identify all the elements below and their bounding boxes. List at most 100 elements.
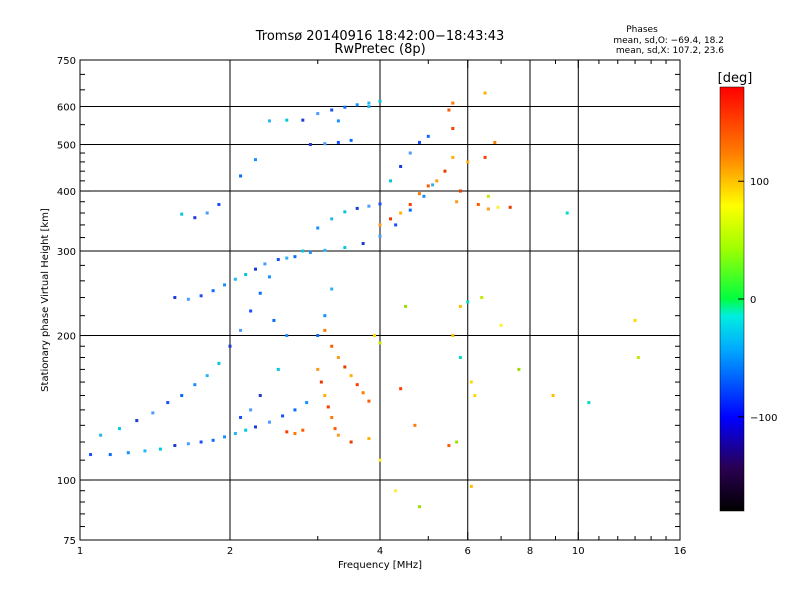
data-point: [431, 183, 435, 187]
data-point: [330, 344, 334, 348]
data-point: [378, 99, 382, 103]
data-point: [193, 383, 197, 387]
data-point: [326, 405, 330, 409]
data-point: [403, 304, 407, 308]
data-point: [301, 118, 305, 122]
data-point: [293, 255, 297, 259]
phase-stats-header: Phases: [626, 25, 658, 35]
data-point: [336, 433, 340, 437]
data-point: [308, 143, 312, 147]
data-point: [413, 423, 417, 427]
data-point: [285, 430, 289, 434]
data-point: [426, 134, 430, 138]
data-point: [186, 297, 190, 301]
y-axis-label: Stationary phase Virtual Height [km]: [40, 208, 51, 392]
data-point: [587, 401, 591, 405]
data-point: [483, 155, 487, 159]
data-point: [205, 374, 209, 378]
data-point: [330, 415, 334, 419]
data-point: [378, 202, 382, 206]
data-point: [173, 444, 177, 448]
x-tick-label: 2: [227, 546, 233, 557]
data-point: [458, 355, 462, 359]
y-tick-label: 200: [57, 332, 76, 343]
data-point: [355, 206, 359, 210]
data-point: [343, 365, 347, 369]
data-point: [343, 210, 347, 214]
data-point: [367, 101, 371, 105]
data-point: [330, 217, 334, 221]
data-point: [316, 112, 320, 116]
data-point: [267, 420, 271, 424]
data-point: [517, 367, 521, 371]
data-point: [367, 399, 371, 403]
data-point: [451, 126, 455, 130]
data-point: [117, 427, 121, 431]
x-tick-label: 10: [572, 546, 585, 557]
colorbar-ticks: 100 0 −100: [738, 177, 777, 424]
x-axis-label: Frequency [MHz]: [338, 560, 422, 571]
data-point: [316, 226, 320, 230]
y-tick-label: 500: [57, 141, 76, 152]
data-point: [447, 108, 451, 112]
data-point: [89, 453, 93, 457]
data-point: [361, 391, 365, 395]
data-point: [373, 334, 377, 338]
data-point: [323, 248, 327, 252]
data-point: [316, 367, 320, 371]
data-point: [228, 344, 232, 348]
data-point: [166, 401, 170, 405]
y-tick-label: 75: [63, 536, 76, 547]
data-point: [223, 435, 227, 439]
colorbar-tick-label: −100: [750, 413, 777, 424]
phase-stats-o: mean, sd,O: −69.4, 18.2: [613, 36, 724, 46]
data-point: [158, 447, 162, 451]
data-point: [267, 275, 271, 279]
data-point: [253, 425, 257, 429]
data-point: [483, 91, 487, 95]
data-point: [301, 249, 305, 253]
data-point: [272, 318, 276, 322]
data-point: [233, 432, 237, 436]
data-point: [473, 394, 477, 398]
data-point: [301, 428, 305, 432]
data-point: [217, 361, 221, 365]
data-point: [367, 105, 371, 109]
data-point: [285, 334, 289, 338]
data-point: [293, 408, 297, 412]
data-point: [180, 394, 184, 398]
data-point: [323, 328, 327, 332]
data-point: [378, 234, 382, 238]
x-tick-label: 4: [377, 546, 383, 557]
data-point: [551, 394, 555, 398]
chart-subtitle: RwPretec (8p): [334, 42, 425, 57]
data-point: [323, 314, 327, 318]
data-point: [466, 300, 470, 304]
data-point: [244, 428, 248, 432]
data-point: [343, 105, 347, 109]
data-point: [408, 202, 412, 206]
data-point: [499, 323, 503, 327]
data-point: [253, 267, 257, 271]
data-point: [378, 458, 382, 462]
data-point: [399, 387, 403, 391]
data-point: [426, 184, 430, 188]
data-point: [455, 200, 459, 204]
data-point: [135, 419, 139, 423]
y-tick-label: 300: [57, 247, 76, 258]
data-point: [422, 194, 426, 198]
data-point: [389, 179, 393, 183]
data-point: [333, 427, 337, 431]
data-point: [349, 138, 353, 142]
data-point: [323, 142, 327, 146]
data-point: [408, 208, 412, 212]
data-point: [349, 374, 353, 378]
data-point: [211, 438, 215, 442]
data-point: [443, 169, 447, 173]
data-point: [486, 207, 490, 211]
data-point: [451, 155, 455, 159]
data-point: [151, 411, 155, 415]
data-point: [633, 318, 637, 322]
data-point: [508, 205, 512, 209]
